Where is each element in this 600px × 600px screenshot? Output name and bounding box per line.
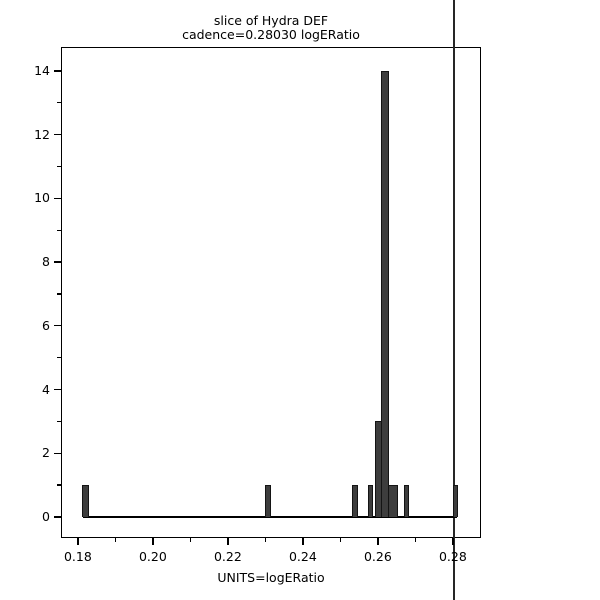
x-minor-tick xyxy=(189,538,192,542)
chart-title: slice of Hydra DEF xyxy=(213,13,329,28)
histogram-bar xyxy=(265,485,272,517)
y-minor-tick xyxy=(57,165,61,168)
histogram-bar xyxy=(388,485,399,517)
y-major-tick xyxy=(54,197,61,200)
histogram-bar xyxy=(367,485,374,517)
y-tick-label: 12 xyxy=(34,126,50,142)
y-major-tick xyxy=(54,261,61,263)
x-major-tick xyxy=(452,538,454,545)
x-minor-tick xyxy=(414,538,417,542)
x-tick-label: 0.18 xyxy=(63,549,92,564)
x-tick-label: 0.26 xyxy=(363,549,392,564)
y-major-tick xyxy=(54,516,61,518)
y-major-tick xyxy=(54,133,61,136)
histogram-bar xyxy=(352,485,359,517)
x-minor-tick xyxy=(339,538,342,542)
y-tick-label: 14 xyxy=(34,62,50,78)
y-tick-label: 2 xyxy=(42,445,50,461)
y-minor-tick xyxy=(57,102,61,104)
x-tick-label: 0.28 xyxy=(438,549,467,564)
x-minor-tick xyxy=(264,538,267,542)
y-minor-tick xyxy=(57,356,61,359)
histogram-bar xyxy=(403,485,409,517)
x-minor-tick xyxy=(114,538,117,542)
y-major-tick xyxy=(54,388,61,391)
y-minor-tick xyxy=(57,484,61,486)
histogram-baseline xyxy=(83,516,457,518)
y-minor-tick xyxy=(57,293,61,295)
y-tick-label: 6 xyxy=(42,317,50,333)
x-major-tick xyxy=(302,538,304,545)
y-tick-label: 0 xyxy=(42,508,50,524)
y-tick-label: 10 xyxy=(34,190,50,206)
x-major-tick xyxy=(77,538,79,545)
histogram-bar xyxy=(452,485,458,517)
x-major-tick xyxy=(152,538,154,545)
x-tick-label: 0.20 xyxy=(138,549,167,564)
x-tick-label: 0.22 xyxy=(213,549,242,564)
histogram-bar xyxy=(381,70,389,517)
y-tick-label: 8 xyxy=(42,254,50,270)
y-minor-tick xyxy=(57,420,61,423)
x-major-tick xyxy=(227,538,229,545)
plot-area xyxy=(61,47,481,538)
histogram-bar xyxy=(82,485,90,517)
x-major-tick xyxy=(377,538,379,545)
y-tick-label: 4 xyxy=(42,381,50,397)
y-major-tick xyxy=(54,70,61,72)
y-major-tick xyxy=(54,325,61,327)
cadence-marker-line xyxy=(453,0,455,600)
x-axis-label: UNITS=logERatio xyxy=(217,570,325,585)
y-major-tick xyxy=(54,452,61,454)
x-tick-label: 0.24 xyxy=(288,549,317,564)
y-minor-tick xyxy=(57,229,61,231)
chart-subtitle: cadence=0.28030 logERatio xyxy=(182,27,360,42)
